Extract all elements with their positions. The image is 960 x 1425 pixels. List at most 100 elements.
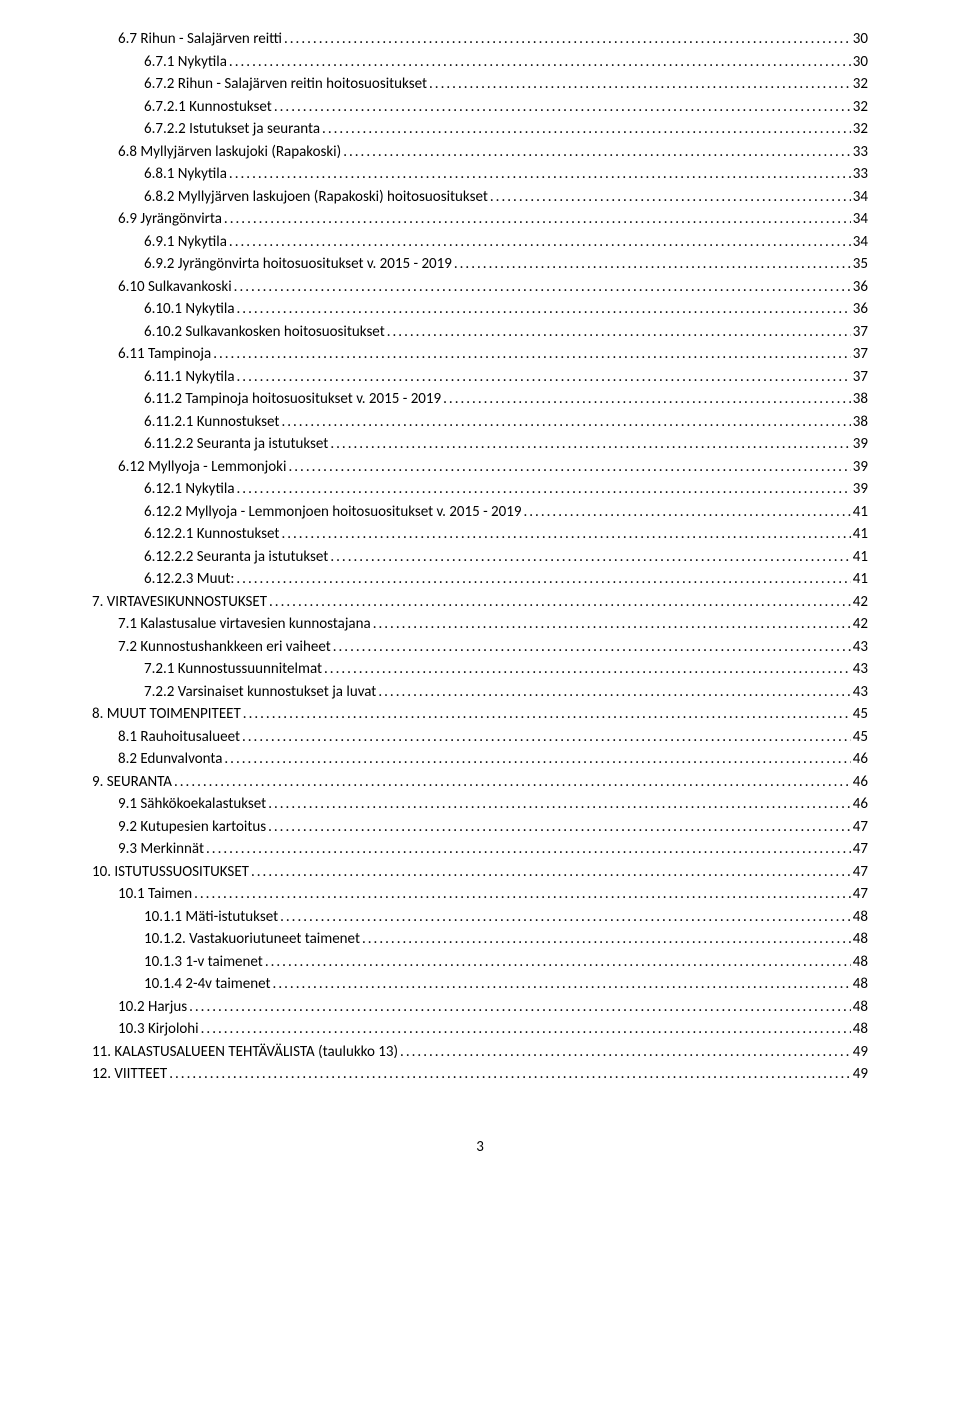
- toc-entry[interactable]: 6.12.1 Nykytila 39: [92, 478, 868, 501]
- toc-leader-dots: [429, 73, 851, 96]
- toc-label: 6.7.2.1 Kunnostukset: [144, 96, 272, 119]
- toc-entry[interactable]: 10.1.1 Mäti-istutukset 48: [92, 906, 868, 929]
- toc-entry[interactable]: 6.11.2.1 Kunnostukset 38: [92, 411, 868, 434]
- toc-leader-dots: [251, 861, 851, 884]
- toc-entry[interactable]: 6.10.1 Nykytila 36: [92, 298, 868, 321]
- toc-entry[interactable]: 8.2 Edunvalvonta 46: [92, 748, 868, 771]
- toc-page: 36: [853, 298, 868, 321]
- toc-leader-dots: [387, 321, 851, 344]
- toc-label: 6.8.2 Myllyjärven laskujoen (Rapakoski) …: [144, 186, 488, 209]
- toc-label: 6.10 Sulkavankoski: [118, 276, 232, 299]
- toc-leader-dots: [343, 141, 851, 164]
- toc-leader-dots: [330, 433, 850, 456]
- toc-entry[interactable]: 10. ISTUTUSSUOSITUKSET 47: [92, 861, 868, 884]
- toc-leader-dots: [174, 771, 851, 794]
- toc-leader-dots: [454, 253, 851, 276]
- toc-page: 41: [853, 523, 868, 546]
- toc-label: 10.1.1 Mäti-istutukset: [144, 906, 278, 929]
- toc-entry[interactable]: 10.1.4 2-4v taimenet 48: [92, 973, 868, 996]
- toc-leader-dots: [213, 343, 851, 366]
- toc-entry[interactable]: 6.7.2.2 Istutukset ja seuranta 32: [92, 118, 868, 141]
- toc-entry[interactable]: 10.2 Harjus 48: [92, 996, 868, 1019]
- toc-entry[interactable]: 6.7.2 Rihun - Salajärven reitin hoitosuo…: [92, 73, 868, 96]
- toc-label: 10.1.3 1-v taimenet: [144, 951, 263, 974]
- toc-entry[interactable]: 7.1 Kalastusalue virtavesien kunnostajan…: [92, 613, 868, 636]
- toc-leader-dots: [288, 456, 850, 479]
- toc-entry[interactable]: 10.1 Taimen 47: [92, 883, 868, 906]
- toc-entry[interactable]: 7.2.1 Kunnostussuunnitelmat 43: [92, 658, 868, 681]
- toc-entry[interactable]: 11. KALASTUSALUEEN TEHTÄVÄLISTA (taulukk…: [92, 1041, 868, 1064]
- toc-page: 37: [853, 366, 868, 389]
- toc-page: 47: [853, 861, 868, 884]
- toc-page: 47: [853, 883, 868, 906]
- toc-page: 42: [853, 591, 868, 614]
- toc-entry[interactable]: 6.11.2.2 Seuranta ja istutukset 39: [92, 433, 868, 456]
- toc-label: 6.11.2.1 Kunnostukset: [144, 411, 279, 434]
- toc-entry[interactable]: 6.9 Jyrängönvirta 34: [92, 208, 868, 231]
- toc-leader-dots: [243, 703, 851, 726]
- toc-entry[interactable]: 6.12.2 Myllyoja - Lemmonjoen hoitosuosit…: [92, 501, 868, 524]
- toc-page: 43: [853, 681, 868, 704]
- toc-page: 48: [853, 996, 868, 1019]
- toc-label: 6.11 Tampinoja: [118, 343, 211, 366]
- toc-label: 6.11.2.2 Seuranta ja istutukset: [144, 433, 328, 456]
- toc-entry[interactable]: 6.10 Sulkavankoski 36: [92, 276, 868, 299]
- toc-entry[interactable]: 6.12.2.3 Muut: 41: [92, 568, 868, 591]
- toc-entry[interactable]: 7.2.2 Varsinaiset kunnostukset ja luvat …: [92, 681, 868, 704]
- toc-leader-dots: [284, 28, 851, 51]
- toc-page: 32: [853, 96, 868, 119]
- toc-entry[interactable]: 6.7 Rihun - Salajärven reitti 30: [92, 28, 868, 51]
- toc-label: 10.1 Taimen: [118, 883, 192, 906]
- toc-leader-dots: [330, 546, 850, 569]
- toc-entry[interactable]: 6.11.1 Nykytila 37: [92, 366, 868, 389]
- toc-entry[interactable]: 6.8.1 Nykytila 33: [92, 163, 868, 186]
- toc-entry[interactable]: 9.2 Kutupesien kartoitus 47: [92, 816, 868, 839]
- toc-entry[interactable]: 6.10.2 Sulkavankosken hoitosuositukset 3…: [92, 321, 868, 344]
- toc-leader-dots: [201, 1018, 851, 1041]
- toc-entry[interactable]: 6.12.2.1 Kunnostukset 41: [92, 523, 868, 546]
- toc-label: 9.3 Merkinnät: [118, 838, 204, 861]
- toc-entry[interactable]: 6.9.1 Nykytila 34: [92, 231, 868, 254]
- toc-label: 6.12.2 Myllyoja - Lemmonjoen hoitosuosit…: [144, 501, 521, 524]
- toc-entry[interactable]: 6.7.2.1 Kunnostukset 32: [92, 96, 868, 119]
- toc-entry[interactable]: 6.7.1 Nykytila 30: [92, 51, 868, 74]
- toc-leader-dots: [273, 973, 851, 996]
- toc-entry[interactable]: 10.1.3 1-v taimenet 48: [92, 951, 868, 974]
- toc-label: 10. ISTUTUSSUOSITUKSET: [92, 861, 249, 884]
- toc-entry[interactable]: 8. MUUT TOIMENPITEET 45: [92, 703, 868, 726]
- toc-entry[interactable]: 6.8 Myllyjärven laskujoki (Rapakoski) 33: [92, 141, 868, 164]
- toc-entry[interactable]: 7. VIRTAVESIKUNNOSTUKSET 42: [92, 591, 868, 614]
- toc-entry[interactable]: 12. VIITTEET 49: [92, 1063, 868, 1086]
- toc-page: 34: [853, 208, 868, 231]
- toc-entry[interactable]: 6.11.2 Tampinoja hoitosuositukset v. 201…: [92, 388, 868, 411]
- toc-entry[interactable]: 9.1 Sähkökoekalastukset 46: [92, 793, 868, 816]
- toc-page: 46: [853, 793, 868, 816]
- toc-entry[interactable]: 6.11 Tampinoja 37: [92, 343, 868, 366]
- toc-entry[interactable]: 6.9.2 Jyrängönvirta hoitosuositukset v. …: [92, 253, 868, 276]
- toc-label: 10.2 Harjus: [118, 996, 187, 1019]
- toc-entry[interactable]: 10.3 Kirjolohi 48: [92, 1018, 868, 1041]
- toc-entry[interactable]: 9.3 Merkinnät 47: [92, 838, 868, 861]
- toc-entry[interactable]: 8.1 Rauhoitusalueet 45: [92, 726, 868, 749]
- toc-entry[interactable]: 9. SEURANTA 46: [92, 771, 868, 794]
- toc-label: 6.11.2 Tampinoja hoitosuositukset v. 201…: [144, 388, 441, 411]
- toc-page: 48: [853, 906, 868, 929]
- toc-leader-dots: [194, 883, 851, 906]
- toc-entry[interactable]: 6.8.2 Myllyjärven laskujoen (Rapakoski) …: [92, 186, 868, 209]
- toc-page: 36: [853, 276, 868, 299]
- toc-entry[interactable]: 6.12 Myllyoja - Lemmonjoki 39: [92, 456, 868, 479]
- toc-entry[interactable]: 7.2 Kunnostushankkeen eri vaiheet 43: [92, 636, 868, 659]
- toc-label: 6.12.2.3 Muut:: [144, 568, 234, 591]
- toc-page: 32: [853, 118, 868, 141]
- toc-leader-dots: [523, 501, 850, 524]
- toc-leader-dots: [206, 838, 851, 861]
- toc-leader-dots: [265, 951, 851, 974]
- toc-leader-dots: [234, 276, 851, 299]
- toc-leader-dots: [490, 186, 851, 209]
- toc-entry[interactable]: 6.12.2.2 Seuranta ja istutukset 41: [92, 546, 868, 569]
- toc-page: 34: [853, 186, 868, 209]
- toc-leader-dots: [224, 208, 851, 231]
- toc-leader-dots: [229, 51, 851, 74]
- toc-page: 46: [853, 748, 868, 771]
- toc-entry[interactable]: 10.1.2. Vastakuoriutuneet taimenet 48: [92, 928, 868, 951]
